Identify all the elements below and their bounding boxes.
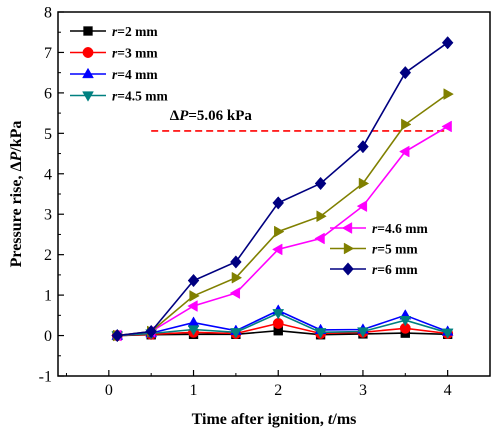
legend-marker [83,26,93,36]
data-point [111,328,124,343]
legend-marker [343,242,355,255]
series-r-5-mm [113,88,454,342]
data-point [401,118,412,131]
legend-marker [82,67,94,79]
data-point [357,327,369,338]
data-point [272,317,284,329]
series-line [117,42,449,337]
series-r-6-mm [111,36,454,343]
data-point [230,255,242,269]
data-point [272,309,285,320]
data-point [441,120,452,133]
legend-label: r=2 mm [112,24,158,39]
data-point [314,176,327,191]
legend-label: r=6 mm [372,262,418,277]
data-point [272,243,283,256]
data-point [229,328,242,339]
y-tick-label: 7 [44,45,52,62]
reference-line-label: ΔP=5.06 kPa [170,108,253,124]
data-point [399,145,410,158]
y-tick-label: 8 [44,5,52,22]
legend-item: r=6 mm [330,262,418,277]
y-tick-label: 1 [44,288,52,305]
data-point [314,328,327,339]
legend-marker [82,91,94,102]
legend-item: r=4.5 mm [70,89,168,104]
legend-marker [341,222,353,234]
y-tick-label: 4 [44,166,52,183]
series-r-4.5-mm [111,309,454,342]
data-point [272,196,285,210]
data-point [443,88,454,100]
data-point [357,140,369,154]
data-point [356,200,368,213]
data-point [187,316,200,327]
legend-label: r=4 mm [112,67,158,82]
data-point [316,210,327,223]
data-point [274,225,285,238]
legend-marker [342,262,354,276]
ticks [58,11,491,377]
legend-item: r=3 mm [70,46,158,61]
x-tick-label: 1 [190,382,198,399]
x-tick-label: 4 [444,382,452,399]
data-point [399,316,412,327]
y-tick-label: 3 [44,207,52,224]
data-point [189,290,200,302]
y-tick-label: -1 [39,369,52,386]
y-tick-label: 0 [44,328,52,345]
x-tick-label: 0 [105,382,113,399]
y-tick-label: 5 [44,126,52,143]
data-point [187,300,198,312]
legend-label: r=4.5 mm [112,89,168,104]
legend-item: r=4 mm [70,67,158,82]
data-point [399,66,412,80]
data-point [229,287,241,299]
reference-line-group: ΔP=5.06 kPa [151,108,448,132]
data-point [441,328,454,339]
legend-marker [82,47,94,58]
y-tick-label: 6 [44,85,52,102]
legend-item: r=2 mm [70,24,158,39]
legend-item: r=4.6 mm [330,221,428,236]
legend-top-left: r=2 mm r=3 mm r=4 mm r=4.5 mm [70,24,168,104]
y-axis-title: Pressure rise, ΔP/kPa [8,121,25,268]
x-tick-label: 3 [359,382,367,399]
legend-label: r=4.6 mm [372,221,428,236]
data-point [231,271,243,284]
data-point [187,273,200,288]
y-tick-label: 2 [44,247,52,264]
data-point [145,324,157,339]
data-point [441,36,454,50]
series-group [111,36,454,343]
x-axis-title: Time after ignition, t/ms [192,411,357,428]
tick-labels: 0 1 2 3 4 -1 0 1 2 3 4 5 6 7 8 [39,5,452,400]
x-tick-label: 2 [274,382,282,399]
legend-item: r=5 mm [330,242,418,257]
legend-label: r=5 mm [372,242,418,257]
legend-middle-right: r=4.6 mm r=5 mm r=6 mm [330,221,428,277]
legends: r=2 mm r=3 mm r=4 mm r=4.5 mm r=4.6 mm r=5 mm… [70,24,428,277]
data-point [314,232,325,245]
data-point [187,325,200,336]
legend-label: r=3 mm [112,46,158,61]
data-point [358,177,370,190]
